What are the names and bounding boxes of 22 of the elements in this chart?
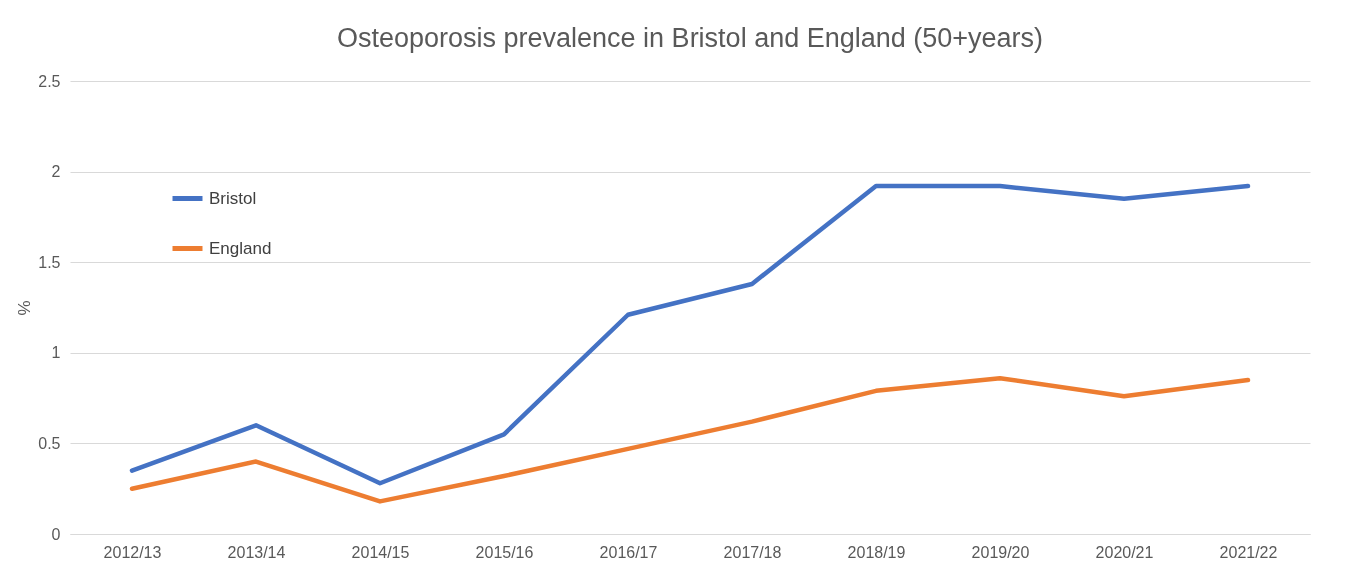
legend-label: England <box>209 238 272 258</box>
y-axis-title: % <box>15 300 35 316</box>
chart-title: Osteoporosis prevalence in Bristol and England (50+years) <box>336 23 1044 53</box>
line-series <box>129 183 1251 486</box>
x-tick-label: 2014/15 <box>351 543 410 561</box>
y-tick-label: 1 <box>51 344 61 362</box>
x-tick-label: 2013/14 <box>227 543 286 561</box>
legend-label: Bristol <box>209 188 257 208</box>
y-tick-label: 0.5 <box>38 434 61 452</box>
x-tick-label: 2020/21 <box>1095 543 1154 561</box>
y-tick-label: 1.5 <box>38 253 61 271</box>
x-tick-label: 2015/16 <box>475 543 534 561</box>
x-tick-label: 2019/20 <box>971 543 1030 561</box>
y-tick-label: 0 <box>51 525 61 543</box>
x-tick-label: 2018/19 <box>847 543 906 561</box>
x-tick-label: 2021/22 <box>1219 543 1278 561</box>
x-tick-label: 2012/13 <box>103 543 162 561</box>
x-tick-label: 2017/18 <box>723 543 782 561</box>
line-series <box>129 375 1251 504</box>
y-tick-label: 2 <box>51 163 61 181</box>
x-tick-label: 2016/17 <box>599 543 658 561</box>
y-tick-label: 2.5 <box>38 72 61 90</box>
